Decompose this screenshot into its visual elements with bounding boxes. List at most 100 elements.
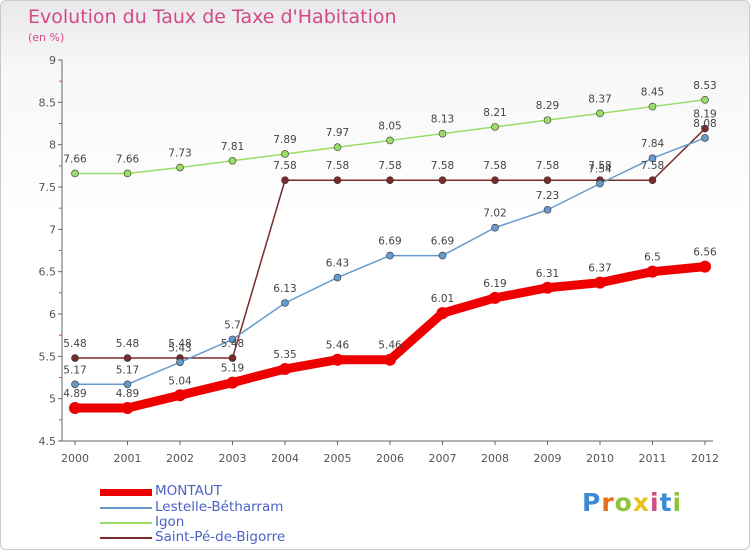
- data-label: 7.58: [273, 160, 296, 172]
- data-point: [123, 169, 132, 178]
- data-label: 5.19: [221, 363, 244, 375]
- data-label: 8.45: [641, 87, 664, 99]
- data-label: 7.84: [641, 138, 665, 150]
- data-point: [281, 299, 289, 307]
- data-label: 5.48: [63, 338, 86, 350]
- data-label: 5.35: [273, 349, 296, 361]
- data-point: [701, 95, 709, 104]
- data-point: [333, 143, 342, 152]
- data-point: [594, 276, 606, 289]
- data-label: 6.69: [431, 236, 454, 248]
- data-label: 8.05: [378, 120, 401, 132]
- x-tick-label: 2010: [586, 452, 614, 465]
- data-point: [123, 354, 132, 362]
- data-point: [281, 150, 289, 158]
- data-point: [646, 265, 659, 278]
- x-tick-label: 2000: [61, 452, 89, 465]
- data-label: 7.58: [483, 160, 506, 172]
- data-point: [228, 156, 237, 165]
- data-point: [123, 380, 132, 389]
- data-label: 7.23: [536, 190, 559, 202]
- legend-label-igon: Igon: [155, 514, 185, 530]
- data-label: 5.04: [168, 375, 192, 387]
- data-point: [491, 123, 499, 131]
- data-label: 5.43: [168, 342, 191, 354]
- data-point: [279, 363, 291, 376]
- data-point: [543, 116, 552, 124]
- data-point: [331, 353, 344, 366]
- proxiti-logo: Proxiti: [582, 488, 683, 517]
- y-tick-label: 9: [49, 54, 56, 67]
- data-point: [386, 176, 394, 185]
- data-point: [699, 260, 711, 273]
- data-label: 7.58: [641, 160, 664, 172]
- x-tick-label: 2009: [534, 452, 562, 465]
- data-label: 7.58: [588, 160, 611, 172]
- x-tick-label: 2006: [376, 452, 404, 465]
- x-tick-label: 2005: [324, 452, 352, 465]
- data-point: [71, 354, 79, 362]
- data-label: 6.5: [644, 252, 661, 264]
- data-label: 6.43: [326, 258, 349, 270]
- data-point: [491, 223, 499, 232]
- data-label: 7.89: [273, 134, 296, 146]
- data-point: [701, 124, 709, 133]
- data-label: 6.56: [693, 247, 717, 259]
- data-label: 7.58: [536, 160, 559, 172]
- chart-title: Evolution du Taux de Taxe d'Habitation: [28, 6, 397, 28]
- data-label: 8.21: [483, 107, 506, 119]
- data-label: 6.01: [431, 293, 454, 305]
- data-label: 8.37: [588, 93, 611, 105]
- data-point: [174, 389, 186, 402]
- data-label: 8.08: [693, 118, 716, 130]
- data-point: [226, 376, 239, 389]
- data-label: 7.58: [378, 160, 401, 172]
- chart-subtitle: (en %): [28, 31, 65, 44]
- data-label: 7.97: [326, 127, 349, 139]
- data-point: [596, 109, 604, 118]
- data-point: [438, 251, 447, 260]
- data-point: [543, 206, 552, 214]
- data-label: 6.37: [588, 263, 611, 275]
- data-point: [648, 102, 657, 111]
- data-point: [384, 353, 396, 366]
- data-label: 5.48: [168, 338, 191, 350]
- data-point: [596, 179, 604, 188]
- data-point: [648, 176, 657, 185]
- data-label: 8.13: [431, 114, 454, 126]
- y-tick-label: 6.5: [39, 266, 57, 279]
- x-tick-label: 2011: [639, 452, 667, 465]
- data-label: 5.17: [116, 364, 139, 376]
- data-label: 8.19: [693, 109, 716, 121]
- data-point: [333, 176, 342, 185]
- data-point: [386, 251, 394, 260]
- data-point: [228, 335, 237, 344]
- y-tick-label: 8.5: [39, 96, 57, 109]
- data-point: [436, 307, 449, 320]
- data-point: [71, 380, 79, 389]
- y-tick-label: 7: [49, 223, 56, 236]
- data-point: [121, 401, 134, 414]
- data-label: 7.81: [221, 141, 244, 153]
- y-tick-label: 5: [49, 393, 56, 406]
- data-point: [701, 134, 709, 142]
- x-tick-label: 2012: [691, 452, 719, 465]
- data-point: [438, 176, 447, 185]
- data-label: 6.69: [378, 236, 401, 248]
- data-point: [333, 273, 342, 282]
- data-label: 6.13: [273, 283, 296, 295]
- data-label: 7.54: [588, 164, 612, 176]
- x-tick-label: 2003: [219, 452, 247, 465]
- data-point: [228, 354, 237, 362]
- data-point: [541, 281, 554, 294]
- data-label: 8.29: [536, 100, 559, 112]
- x-tick-label: 2008: [481, 452, 509, 465]
- data-point: [648, 154, 657, 163]
- x-tick-label: 2001: [114, 452, 142, 465]
- data-point: [71, 169, 79, 178]
- data-label: 4.89: [63, 388, 86, 400]
- y-tick-label: 7.5: [39, 181, 57, 194]
- data-label: 5.7: [224, 319, 241, 331]
- y-tick-label: 6: [49, 308, 56, 321]
